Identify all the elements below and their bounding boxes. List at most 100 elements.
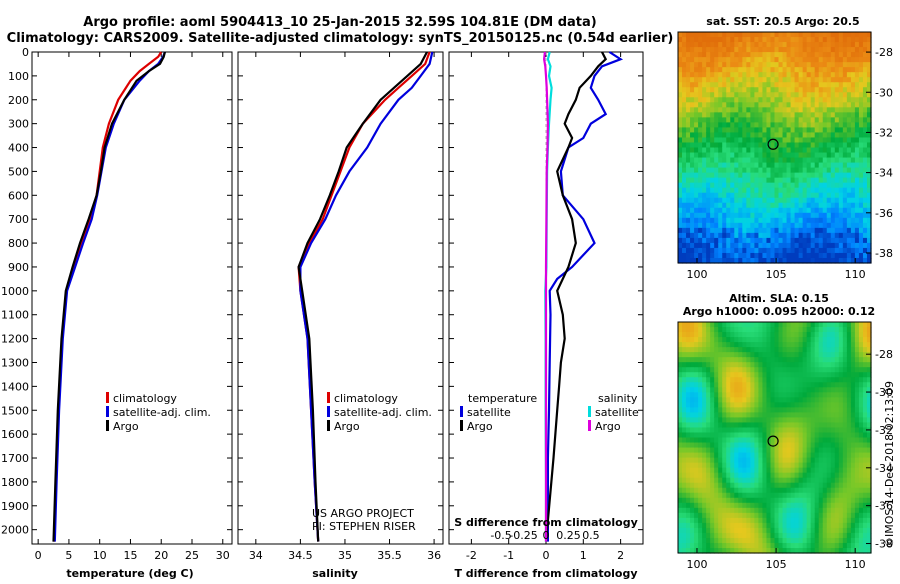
sla_map-cell	[818, 547, 824, 554]
sst_map-cell	[830, 82, 836, 88]
sla_map-cell	[810, 527, 816, 534]
sst_map-cell	[678, 232, 683, 239]
sst_map-cell	[750, 157, 755, 164]
sst_map-cell	[678, 152, 683, 159]
sla_map-cell	[718, 327, 723, 333]
sst_map-cell	[818, 82, 824, 88]
sst_map-cell	[730, 162, 735, 169]
sla_map-cell	[822, 477, 828, 484]
sst_map-cell	[770, 237, 776, 244]
sst_map-cell	[762, 137, 768, 144]
sla_map-cell	[818, 502, 824, 509]
sst_map-cell	[678, 102, 683, 108]
sla_map-cell	[682, 472, 687, 479]
sst_map-cell	[806, 37, 812, 43]
sla_map-cell	[866, 402, 872, 408]
sla_map-cell	[686, 437, 691, 444]
sla_map-cell	[694, 457, 699, 464]
sst_map-cell	[838, 207, 844, 214]
sst_map-cell	[702, 62, 707, 68]
sla_map-cell	[682, 417, 687, 424]
sla_map-cell	[750, 377, 755, 383]
sst_map-cell	[862, 197, 868, 204]
sst_map-cell	[806, 102, 812, 108]
sla_map-cell	[714, 507, 719, 514]
sla_map-cell	[830, 372, 836, 378]
sst_map-cell	[778, 252, 784, 259]
sla_map-cell	[694, 332, 699, 338]
sla_map-cell	[798, 387, 804, 393]
sla_map-cell	[678, 447, 683, 454]
sla_map-cell	[810, 542, 816, 549]
sst_map-cell	[762, 32, 768, 38]
sst_map-cell	[754, 192, 760, 199]
sst_map-cell	[726, 132, 731, 139]
sst_map-cell	[734, 82, 739, 88]
sst_map-cell	[714, 182, 719, 189]
sst_map-cell	[786, 182, 792, 189]
sla_map-cell	[798, 432, 804, 439]
sst_map-cell	[826, 102, 832, 108]
sst_map-cell	[734, 252, 739, 259]
sst_map-cell	[818, 182, 824, 189]
sst_map-cell	[766, 232, 772, 239]
sst_map-cell	[786, 142, 792, 149]
sst_map-cell	[822, 117, 828, 123]
sst_map-cell	[838, 147, 844, 154]
depth-tick-label: 400	[8, 142, 29, 155]
sla_map-cell	[686, 377, 691, 383]
sla_map-cell	[754, 432, 760, 439]
sst_map-cell	[718, 202, 723, 209]
sla_map-cell	[858, 492, 864, 499]
sst_map-cell	[746, 92, 751, 98]
sst_map-cell	[854, 207, 860, 214]
sla_map-cell	[858, 522, 864, 529]
sla_map-cell	[786, 367, 792, 373]
sst_map-cell	[762, 117, 768, 123]
difference-panel: -2 -1 0 1 2-0.5-0.25 0 0.25 0.5	[448, 51, 644, 562]
sst_map-cell	[746, 62, 751, 68]
sst_map-cell	[698, 132, 703, 139]
sla_map-cell	[702, 437, 707, 444]
sst_map-cell	[686, 92, 691, 98]
sla_map-cell	[746, 327, 751, 333]
sst_map-cell	[854, 217, 860, 224]
sla_map-cell	[734, 332, 739, 338]
sst_map-cell	[802, 47, 808, 53]
sst_map-cell	[782, 187, 788, 194]
sst_map-cell	[706, 97, 711, 103]
sla_map-cell	[814, 547, 820, 554]
sst_map-cell	[762, 92, 768, 98]
sst_map-cell	[822, 37, 828, 43]
sst_map-cell	[702, 72, 707, 78]
sla_map-cell	[714, 387, 719, 393]
sst_map-cell	[730, 222, 735, 229]
sla_map-cell	[754, 532, 760, 539]
sst_map-cell	[798, 142, 804, 149]
sla_map-cell	[750, 457, 755, 464]
sst_map-cell	[802, 72, 808, 78]
sla_map-cell	[810, 407, 816, 413]
sla_map-cell	[714, 382, 719, 388]
sla_map-cell	[750, 467, 755, 474]
sla_map-cell	[774, 387, 780, 393]
sst_map-cell	[850, 162, 856, 169]
sst_map-cell	[802, 132, 808, 139]
sst_map-cell	[734, 192, 739, 199]
sst_map-cell	[742, 182, 747, 189]
sla_map-cell	[850, 362, 856, 368]
sst_map-cell	[690, 172, 695, 179]
sla_map-cell	[850, 442, 856, 449]
sst_map-cell	[770, 82, 776, 88]
sst_map-cell	[786, 117, 792, 123]
sst_map-cell	[706, 57, 711, 63]
sla_map-cell	[838, 407, 844, 413]
sla_map-cell	[702, 342, 707, 348]
sla_map-cell	[710, 462, 715, 469]
sst_map-cell	[690, 137, 695, 144]
sla_map-cell	[686, 447, 691, 454]
sst_map-cell	[858, 212, 864, 219]
sla_map-cell	[698, 342, 703, 348]
sst_map-cell	[714, 232, 719, 239]
sla_map-cell	[854, 342, 860, 348]
